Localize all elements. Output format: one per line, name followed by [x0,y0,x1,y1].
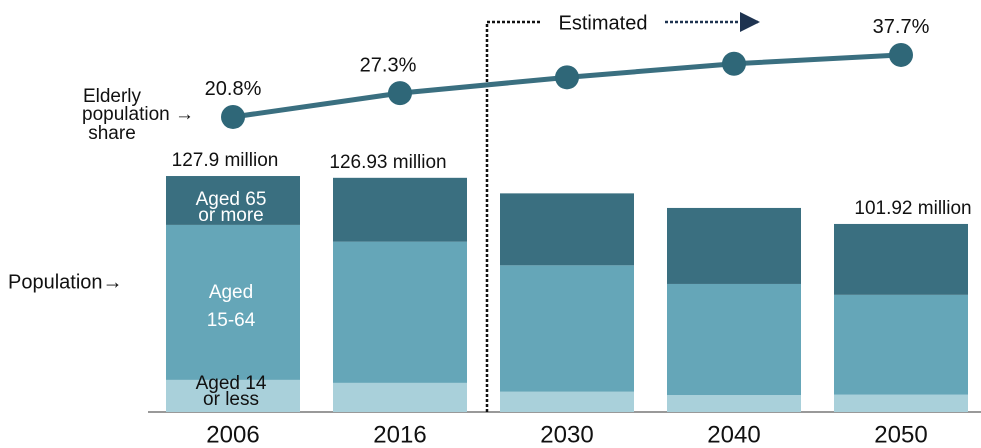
share-label: 37.7% [873,16,930,38]
bar-segment [834,294,968,395]
total-label: 127.9 million [172,150,279,171]
bar-segment [333,382,467,412]
estimate-label: Estimated [559,12,648,34]
x-tick-label: 2040 [707,421,760,448]
series-label: Aged 14 [196,373,267,394]
bar-segment [834,223,968,295]
bar-segment [500,391,634,412]
bar-segment [333,241,467,383]
bar-segment [333,177,467,242]
share-point [555,65,579,90]
share-label: 27.3% [360,54,417,76]
x-tick-label: 2006 [206,421,259,448]
share-label: 20.8% [205,78,262,100]
x-tick-label: 2016 [373,421,426,448]
bar-segment [166,176,300,225]
bar-segment [667,395,801,412]
share-point [221,104,245,129]
share-point [388,81,412,106]
total-label: 126.93 million [329,152,446,173]
x-tick-label: 2050 [874,421,927,448]
series-label: or less [203,389,259,410]
bar-segment [667,207,801,284]
bar-axis-label: Population→ [8,271,123,293]
series-label: Aged [209,282,253,303]
line-legend-label: Elderly [83,86,142,107]
line-legend-label: population → [82,104,194,125]
bar-segment [834,394,968,412]
series-label: or more [198,205,263,226]
bar-segment [166,224,300,380]
bar-segment [500,265,634,392]
bar-segment [500,193,634,266]
bar-segment [166,379,300,412]
bar-segment [667,283,801,396]
total-label: 101.92 million [854,198,971,219]
series-label: 15-64 [207,310,256,331]
share-point [722,51,746,76]
series-label: Aged 65 [196,189,267,210]
x-tick-label: 2030 [540,421,593,448]
estimate-divider [485,20,540,412]
line-legend-label: share [88,123,136,144]
share-point [889,42,913,67]
